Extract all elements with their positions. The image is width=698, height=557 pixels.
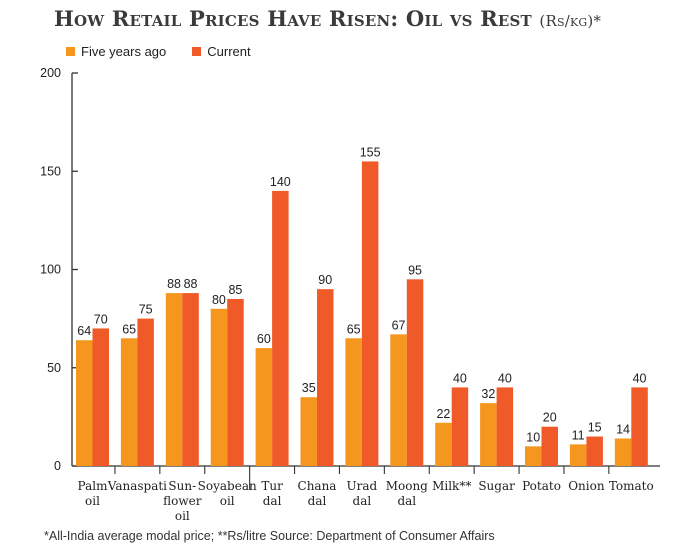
value-label-five-years-ago-onion: 11	[572, 428, 585, 442]
bar-current-palm-oil	[92, 328, 109, 466]
bar-current-vanaspati	[137, 318, 154, 466]
category-label-potato: Potato	[522, 479, 561, 493]
category-label-vanaspati: Vanaspati	[107, 479, 167, 493]
bar-current-onion	[586, 436, 603, 466]
value-label-five-years-ago-moong-dal: 67	[392, 318, 406, 332]
value-label-five-years-ago-chana-dal: 35	[302, 381, 316, 395]
bar-five-years-ago-tomato	[614, 438, 632, 466]
bar-five-years-ago-tur-dal	[255, 348, 273, 466]
bar-five-years-ago-moong-dal	[390, 334, 407, 466]
bar-current-sun-flower-oil	[182, 293, 199, 466]
category-label-moong-dal-line-2: dal	[397, 494, 416, 508]
value-label-current-palm-oil: 70	[94, 312, 108, 326]
category-label-sun-flower-oil-line-3: oil	[175, 509, 190, 523]
footnote: *All-India average modal price; **Rs/lit…	[44, 529, 495, 543]
category-label-soyabean-oil-line-1: Soyabean	[198, 479, 257, 493]
category-label-soyabean-oil-line-2: oil	[220, 494, 235, 508]
category-label-milk: Milk**	[432, 479, 471, 493]
category-label-chana-dal-line-2: dal	[308, 494, 327, 508]
chart-title: How Retail Prices Have Risen: Oil vs Res…	[54, 6, 601, 31]
y-tick-label-50: 50	[47, 361, 61, 375]
bar-five-years-ago-palm-oil	[76, 340, 93, 466]
value-label-current-milk: 40	[453, 371, 467, 385]
legend-swatch-current	[192, 47, 202, 56]
value-label-five-years-ago-potato: 10	[526, 430, 540, 444]
category-label-sun-flower-oil-line-2: flower	[163, 494, 202, 508]
category-label-urad-dal-line-1: Urad	[347, 479, 378, 493]
bar-five-years-ago-soyabean-oil	[210, 308, 228, 466]
bar-current-moong-dal	[406, 279, 424, 466]
category-label-tur-dal-line-2: dal	[263, 494, 282, 508]
value-label-five-years-ago-vanaspati: 65	[122, 322, 136, 336]
category-label-palm-oil-line-1: Palm	[78, 479, 109, 493]
bar-current-milk	[451, 387, 469, 466]
y-tick-label-200: 200	[40, 66, 61, 80]
bar-current-potato	[541, 426, 558, 466]
value-label-current-sugar: 40	[498, 371, 512, 385]
value-label-current-potato: 20	[543, 411, 557, 425]
bar-five-years-ago-sugar	[480, 403, 497, 466]
bar-five-years-ago-sun-flower-oil	[165, 293, 183, 466]
bar-five-years-ago-vanaspati	[120, 338, 138, 466]
category-label-sugar: Sugar	[478, 479, 515, 493]
chart-title-unit: (Rs/kg)*	[539, 12, 602, 30]
value-label-current-tur-dal: 140	[270, 175, 291, 189]
value-label-current-chana-dal: 90	[318, 273, 332, 287]
bar-current-soyabean-oil	[227, 298, 244, 466]
category-label-onion: Onion	[568, 479, 605, 493]
value-label-five-years-ago-sun-flower-oil: 88	[167, 277, 181, 291]
category-label-tomato: Tomato	[609, 479, 654, 493]
category-label-chana-dal-line-1: Chana	[298, 479, 337, 493]
value-label-five-years-ago-palm-oil: 64	[77, 324, 91, 338]
value-label-current-soyabean-oil: 85	[228, 283, 242, 297]
value-label-five-years-ago-urad-dal: 65	[347, 322, 361, 336]
bar-current-tur-dal	[272, 190, 289, 466]
bar-current-chana-dal	[317, 289, 334, 466]
value-label-five-years-ago-milk: 22	[436, 407, 450, 421]
y-tick-label-0: 0	[54, 459, 61, 473]
value-label-current-vanaspati: 75	[139, 303, 153, 317]
value-label-current-urad-dal: 155	[360, 145, 381, 159]
y-tick-label-150: 150	[40, 164, 61, 178]
bar-five-years-ago-chana-dal	[300, 397, 317, 466]
bar-five-years-ago-potato	[525, 446, 542, 466]
legend-swatch-five-years-ago	[66, 47, 75, 56]
category-label-tur-dal-line-1: Tur	[261, 479, 283, 493]
category-label-palm-oil-line-2: oil	[85, 494, 100, 508]
value-label-five-years-ago-tur-dal: 60	[257, 332, 271, 346]
legend-label-current: Current	[207, 44, 251, 59]
value-label-current-moong-dal: 95	[408, 263, 422, 277]
bar-current-urad-dal	[361, 161, 379, 467]
bar-five-years-ago-milk	[435, 422, 452, 466]
chart-title-text: How Retail Prices Have Risen: Oil vs Res…	[54, 6, 532, 31]
value-label-current-onion: 15	[588, 421, 602, 435]
value-label-current-sun-flower-oil: 88	[184, 277, 198, 291]
bar-five-years-ago-urad-dal	[345, 338, 362, 466]
bar-current-sugar	[496, 387, 514, 466]
category-label-moong-dal-line-1: Moong	[386, 479, 428, 493]
bar-current-tomato	[631, 387, 648, 466]
y-tick-label-100: 100	[40, 263, 61, 277]
legend: Five years ago Current	[66, 44, 251, 59]
value-label-current-tomato: 40	[633, 371, 647, 385]
category-label-sun-flower-oil-line-1: Sun-	[168, 479, 196, 493]
legend-label-five-years-ago: Five years ago	[81, 44, 167, 59]
value-label-five-years-ago-soyabean-oil: 80	[212, 293, 226, 307]
value-label-five-years-ago-sugar: 32	[481, 387, 495, 401]
legend-item-current: Current	[192, 44, 251, 59]
legend-item-five-years-ago: Five years ago	[66, 44, 166, 59]
bar-five-years-ago-onion	[569, 444, 587, 466]
value-label-five-years-ago-tomato: 14	[616, 422, 630, 436]
category-label-urad-dal-line-2: dal	[353, 494, 372, 508]
